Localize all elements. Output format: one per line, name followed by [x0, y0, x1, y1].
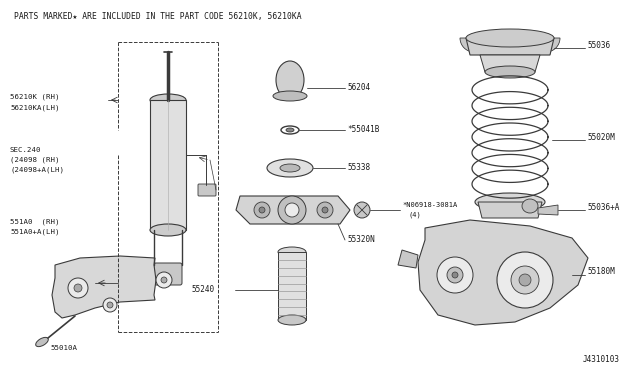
- Circle shape: [74, 284, 82, 292]
- Text: 55320N: 55320N: [347, 235, 375, 244]
- Ellipse shape: [286, 128, 294, 132]
- Text: 56210K (RH): 56210K (RH): [10, 94, 60, 100]
- Ellipse shape: [273, 91, 307, 101]
- Wedge shape: [532, 38, 560, 52]
- Circle shape: [68, 278, 88, 298]
- Circle shape: [452, 272, 458, 278]
- Text: 551A0  (RH): 551A0 (RH): [10, 219, 60, 225]
- Polygon shape: [466, 38, 554, 55]
- Polygon shape: [478, 202, 542, 218]
- Ellipse shape: [276, 61, 304, 99]
- Polygon shape: [538, 205, 558, 215]
- Text: (24098 (RH): (24098 (RH): [10, 157, 60, 163]
- Ellipse shape: [475, 193, 545, 211]
- Text: 55338: 55338: [347, 164, 370, 173]
- Circle shape: [103, 298, 117, 312]
- Ellipse shape: [466, 29, 554, 47]
- Text: SEC.240: SEC.240: [10, 147, 42, 153]
- Text: J4310103: J4310103: [583, 356, 620, 365]
- Text: 551A0+A(LH): 551A0+A(LH): [10, 229, 60, 235]
- Wedge shape: [478, 38, 506, 52]
- Text: 56204: 56204: [347, 83, 370, 93]
- Text: 56210KA(LH): 56210KA(LH): [10, 105, 60, 111]
- Polygon shape: [418, 220, 588, 325]
- Text: 55036+A: 55036+A: [587, 202, 620, 212]
- Circle shape: [161, 277, 167, 283]
- Ellipse shape: [485, 66, 535, 78]
- Circle shape: [437, 257, 473, 293]
- Polygon shape: [398, 250, 418, 268]
- Polygon shape: [480, 55, 540, 72]
- Text: 55036: 55036: [587, 41, 610, 49]
- Wedge shape: [460, 38, 488, 52]
- Polygon shape: [236, 196, 350, 224]
- Circle shape: [254, 202, 270, 218]
- Ellipse shape: [278, 315, 306, 325]
- Ellipse shape: [36, 337, 48, 347]
- Text: 55020M: 55020M: [587, 132, 615, 141]
- Circle shape: [511, 266, 539, 294]
- Text: *55041B: *55041B: [347, 125, 380, 135]
- Ellipse shape: [267, 159, 313, 177]
- Circle shape: [519, 274, 531, 286]
- FancyBboxPatch shape: [198, 184, 216, 196]
- Circle shape: [259, 207, 265, 213]
- Ellipse shape: [522, 199, 538, 213]
- Circle shape: [278, 196, 306, 224]
- Text: (4): (4): [408, 212, 420, 218]
- Polygon shape: [278, 252, 306, 320]
- Text: 55180M: 55180M: [587, 267, 615, 276]
- Circle shape: [156, 272, 172, 288]
- Circle shape: [317, 202, 333, 218]
- Circle shape: [285, 203, 299, 217]
- Circle shape: [322, 207, 328, 213]
- Ellipse shape: [280, 164, 300, 172]
- Text: *N06918-3081A: *N06918-3081A: [402, 202, 457, 208]
- Ellipse shape: [278, 247, 306, 257]
- Ellipse shape: [150, 94, 186, 106]
- Text: PARTS MARKED★ ARE INCLUDED IN THE PART CODE 56210K, 56210KA: PARTS MARKED★ ARE INCLUDED IN THE PART C…: [14, 13, 301, 22]
- Polygon shape: [52, 256, 156, 318]
- Text: 55240: 55240: [192, 285, 215, 295]
- Wedge shape: [514, 38, 542, 52]
- Text: 55010A: 55010A: [50, 345, 77, 351]
- Circle shape: [447, 267, 463, 283]
- Circle shape: [354, 202, 370, 218]
- Polygon shape: [150, 100, 186, 230]
- Ellipse shape: [150, 224, 186, 236]
- Circle shape: [107, 302, 113, 308]
- Text: (24098+A(LH): (24098+A(LH): [10, 167, 64, 173]
- Wedge shape: [496, 38, 524, 52]
- FancyBboxPatch shape: [154, 263, 182, 285]
- Circle shape: [497, 252, 553, 308]
